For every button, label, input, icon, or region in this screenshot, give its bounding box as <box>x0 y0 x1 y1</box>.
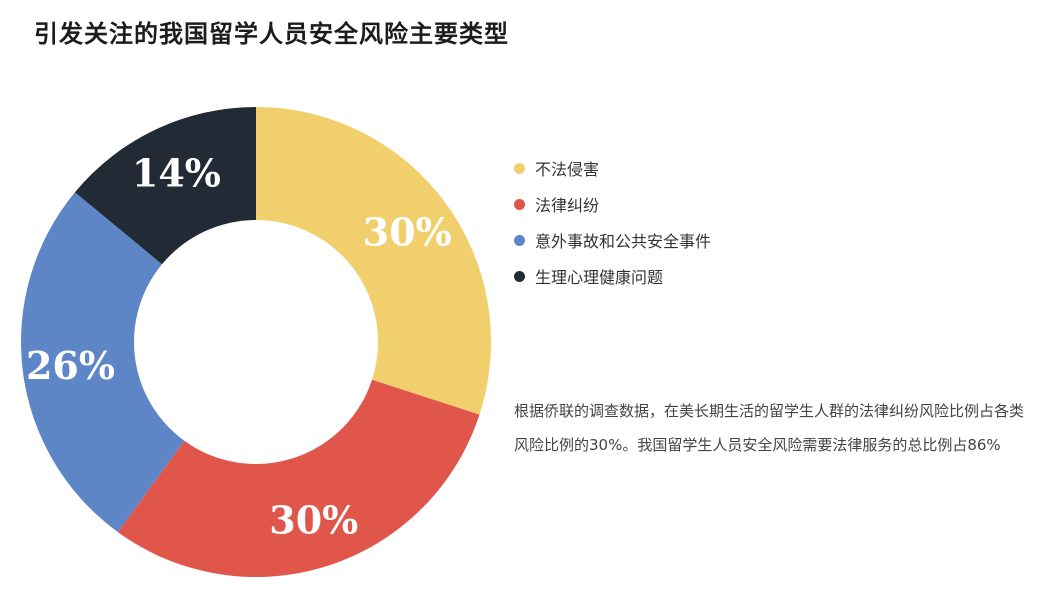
chart-slice-labels: 30% 30% 26% 14% <box>26 150 452 542</box>
legend-label: 意外事故和公共安全事件 <box>535 232 712 251</box>
chart-slices <box>20 107 491 577</box>
slice-value-label: 26% <box>26 343 115 388</box>
legend-item: 意外事故和公共安全事件 <box>514 222 711 258</box>
legend-swatch <box>514 198 525 210</box>
legend-label: 法律纠纷 <box>535 196 600 215</box>
donut-slice <box>256 107 491 415</box>
donut-slice <box>117 379 480 577</box>
slice-value-label: 14% <box>132 150 221 195</box>
legend-label: 生理心理健康问题 <box>535 268 664 287</box>
slice-value-label: 30% <box>363 210 452 255</box>
donut-slice <box>20 192 185 533</box>
donut-chart: 30% 30% 26% 14% <box>20 107 491 577</box>
chart-title: 引发关注的我国留学人员安全风险主要类型 <box>34 20 509 48</box>
legend-swatch <box>514 234 525 246</box>
donut-slice <box>74 107 257 265</box>
legend-swatch <box>514 270 525 282</box>
legend-item: 生理心理健康问题 <box>514 258 711 294</box>
legend-item: 不法侵害 <box>514 150 711 186</box>
legend-label: 不法侵害 <box>535 160 600 179</box>
legend-item: 法律纠纷 <box>514 186 711 222</box>
chart-note: 根据侨联的调查数据，在美长期生活的留学生人群的法律纠纷风险比例占各类风险比例的3… <box>514 402 1025 454</box>
slice-value-label: 30% <box>269 497 358 542</box>
chart-legend: 不法侵害 法律纠纷 意外事故和公共安全事件 生理心理健康问题 <box>514 150 711 294</box>
legend-swatch <box>514 162 525 174</box>
